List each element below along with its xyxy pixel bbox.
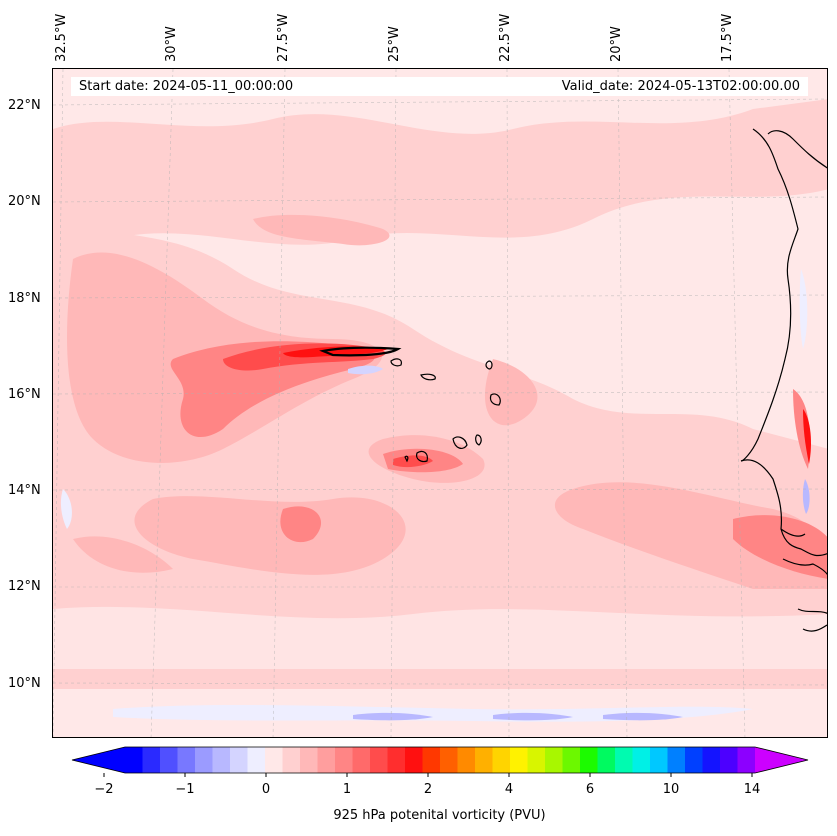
colorbar-tick-6: 6 — [585, 782, 595, 797]
colorbar-segment — [615, 747, 633, 773]
colorbar-segment — [230, 747, 248, 773]
colorbar-segment — [527, 747, 546, 773]
lon-label-30w: 30°W — [164, 26, 179, 62]
colorbar-tick-2: 2 — [423, 782, 433, 797]
colorbar-segment — [702, 747, 721, 773]
lat-label-10n: 10°N — [8, 676, 41, 691]
colorbar-segment — [667, 747, 686, 773]
colorbar-segment — [720, 747, 738, 773]
colorbar-segment — [510, 747, 528, 773]
colorbar-segment — [195, 747, 213, 773]
valid-date-label: Valid_date: 2024-05-13T02:00:00.00 — [341, 77, 808, 96]
graticule — [53, 69, 827, 737]
colorbar-segment — [212, 747, 231, 773]
colorbar-segment — [562, 747, 581, 773]
colorbar-segment — [160, 747, 178, 773]
lat-label-14n: 14°N — [8, 483, 41, 498]
colorbar-segment — [440, 747, 458, 773]
colorbar-segment — [685, 747, 703, 773]
lon-label-25w: 25°W — [387, 26, 402, 62]
pv-level5-streak — [283, 346, 388, 358]
colorbar-tick-10: 10 — [662, 782, 680, 797]
colorbar-tick-14: 14 — [743, 782, 761, 797]
pv-negative-regions — [60, 269, 810, 722]
lon-label-20w: 20°W — [609, 26, 624, 62]
colorbar-segment — [177, 747, 196, 773]
pv-field-map — [53, 69, 827, 737]
colorbar-extend-high — [755, 747, 808, 773]
colorbar-segment — [580, 747, 598, 773]
colorbar-segment — [352, 747, 371, 773]
colorbar-segment — [457, 747, 476, 773]
colorbar-segment — [387, 747, 406, 773]
colorbar-segment — [247, 747, 266, 773]
lat-label-22n: 22°N — [8, 98, 41, 113]
colorbar-segment — [335, 747, 353, 773]
colorbar-segment — [597, 747, 616, 773]
lat-label-12n: 12°N — [8, 579, 41, 594]
colorbar-segment — [405, 747, 423, 773]
map-panel: Start date: 2024-05-11_00:00:00 Valid_da… — [52, 68, 828, 738]
colorbar-tick-neg1: −1 — [175, 782, 195, 797]
colorbar-segment — [545, 747, 563, 773]
colorbar-tick-neg2: −2 — [94, 782, 114, 797]
colorbar-outline — [71, 746, 809, 774]
colorbar-segment — [422, 747, 441, 773]
colorbar-segment — [492, 747, 511, 773]
colorbar-segment — [650, 747, 668, 773]
colorbar-tick-0: 0 — [261, 782, 271, 797]
lat-label-18n: 18°N — [8, 291, 41, 306]
colorbar-segment — [300, 747, 318, 773]
lon-label-17-5w: 17.5°W — [720, 13, 735, 62]
lon-label-32-5w: 32.5°W — [54, 13, 69, 62]
colorbar-segment — [265, 747, 283, 773]
colorbar-extend-low — [72, 747, 125, 773]
colorbar-segment — [317, 747, 336, 773]
lon-label-22-5w: 22.5°W — [498, 13, 513, 62]
pv-level5-coast-patch — [803, 409, 811, 464]
colorbar-segment — [632, 747, 651, 773]
colorbar-segment — [475, 747, 493, 773]
pv-light-band — [53, 606, 827, 669]
colorbar-tick-1: 1 — [342, 782, 352, 797]
coastline — [740, 128, 827, 632]
lat-label-20n: 20°N — [8, 194, 41, 209]
lon-label-27-5w: 27.5°W — [276, 13, 291, 62]
colorbar-segment — [282, 747, 301, 773]
pv-level4-island-patch — [393, 455, 433, 468]
colorbar-segment — [142, 747, 161, 773]
colorbar — [71, 746, 809, 777]
lat-label-16n: 16°N — [8, 387, 41, 402]
colorbar-segment — [125, 747, 143, 773]
start-date-label: Start date: 2024-05-11_00:00:00 — [71, 77, 349, 96]
colorbar-label: 925 hPa potenital vorticity (PVU) — [333, 808, 546, 823]
colorbar-segment — [737, 747, 756, 773]
colorbar-segment — [370, 747, 388, 773]
colorbar-tick-4: 4 — [504, 782, 514, 797]
cape-verde-islands — [319, 346, 501, 463]
